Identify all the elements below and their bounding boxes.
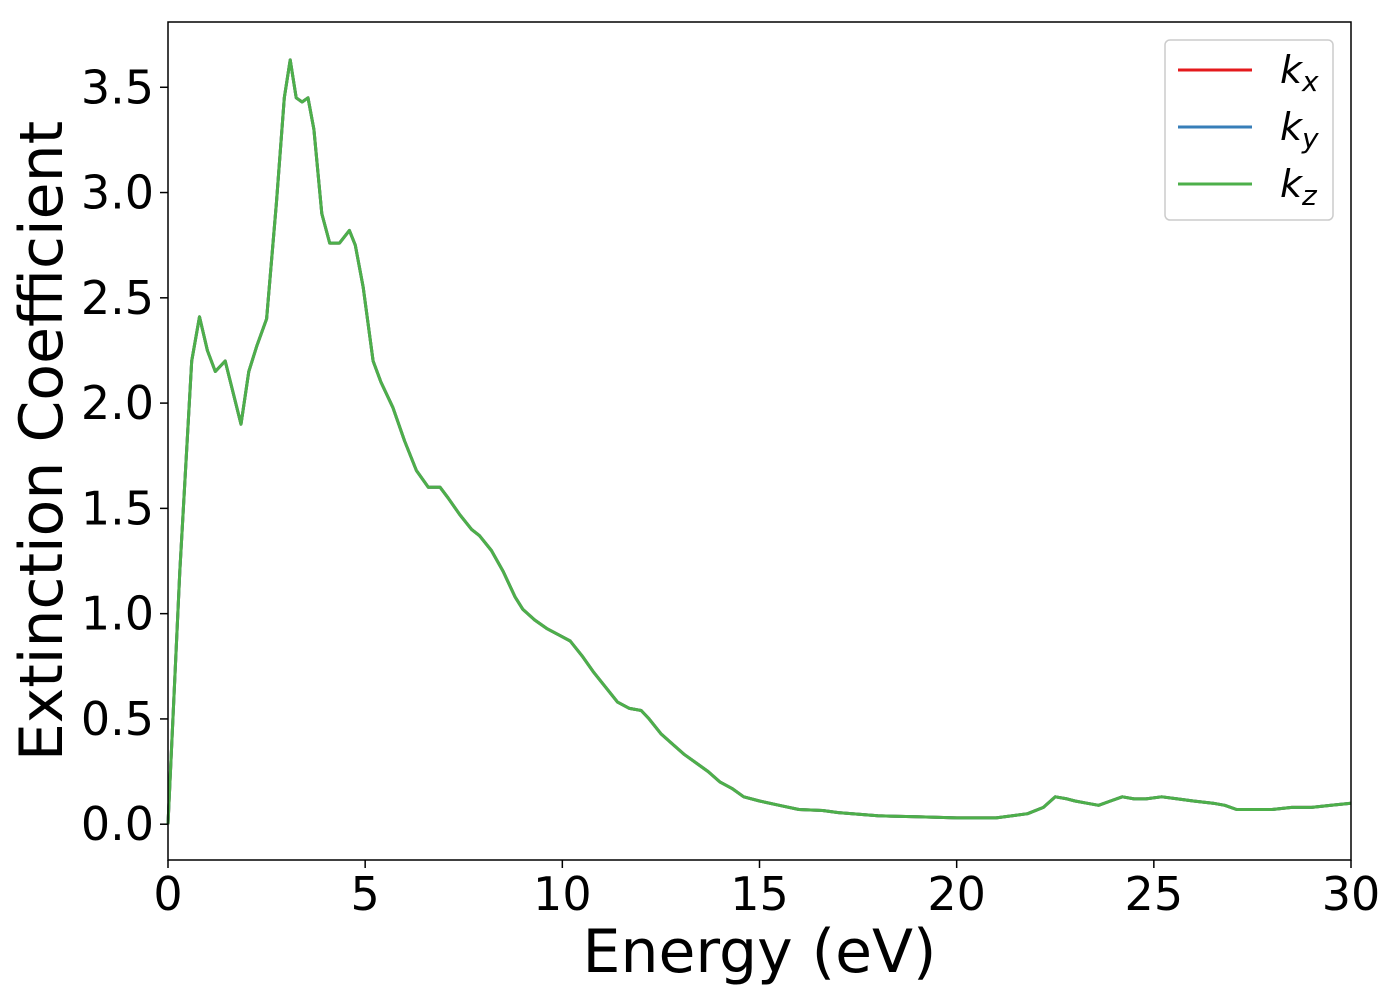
x-tick-label: 25 — [1125, 867, 1184, 921]
x-tick-label: 5 — [351, 867, 380, 921]
y-axis: 0.0 0.5 1.0 1.5 2.0 2.5 3.0 3.5 — [81, 60, 168, 851]
legend: kx ky kz — [1164, 39, 1334, 221]
y-tick-label: 2.0 — [81, 376, 154, 430]
legend-label: ky — [1280, 105, 1319, 155]
x-tick-label: 20 — [927, 867, 986, 921]
legend-box — [1164, 39, 1334, 221]
y-tick-label: 3.5 — [81, 60, 154, 114]
series-line-kz — [166, 58, 1352, 825]
x-tick-label: 15 — [730, 867, 789, 921]
legend-label: kx — [1280, 48, 1319, 98]
x-tick-label: 30 — [1322, 867, 1381, 921]
x-axis: 0 5 10 15 20 25 30 — [153, 860, 1380, 921]
x-tick-label: 10 — [533, 867, 592, 921]
legend-label: kz — [1280, 162, 1318, 212]
x-axis-title: Energy (eV) — [583, 917, 937, 987]
x-tick-label: 0 — [153, 867, 182, 921]
y-tick-label: 2.5 — [81, 271, 154, 325]
y-tick-label: 3.0 — [81, 166, 154, 220]
series-lines — [166, 58, 1352, 825]
y-tick-label: 1.5 — [81, 481, 154, 535]
y-tick-label: 1.0 — [81, 587, 154, 641]
y-tick-label: 0.0 — [81, 797, 154, 851]
y-tick-label: 0.5 — [81, 692, 154, 746]
y-axis-title: Extinction Coefficient — [7, 121, 77, 761]
